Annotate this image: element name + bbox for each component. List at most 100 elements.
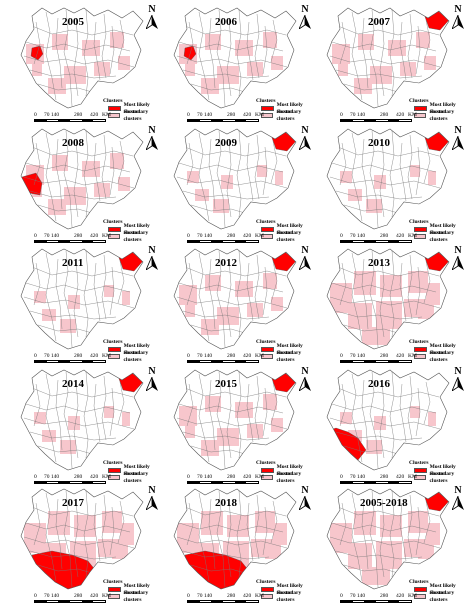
panel-year: 2005-2018 bbox=[360, 497, 408, 509]
legend-most-likely: Most likely cluster bbox=[414, 102, 468, 115]
most-likely-swatch bbox=[108, 227, 121, 232]
county-boundary bbox=[337, 506, 440, 517]
legend-secondary-label: Secondary clusters bbox=[276, 349, 302, 363]
secondary-cluster-region bbox=[255, 511, 275, 533]
north-arrow-icon: N bbox=[145, 246, 159, 271]
province-map bbox=[20, 128, 144, 230]
county-boundary bbox=[93, 142, 101, 202]
county-boundary bbox=[337, 387, 440, 398]
secondary-cluster-region bbox=[354, 78, 372, 94]
legend-secondary: Secondary clusters bbox=[261, 590, 315, 603]
county-boundary bbox=[178, 403, 284, 414]
secondary-cluster-region bbox=[330, 283, 352, 313]
county-boundary bbox=[270, 140, 278, 184]
scale-bar: 0 70 140 280 420 KM bbox=[34, 474, 111, 484]
north-label: N bbox=[148, 4, 156, 15]
secondary-cluster-region bbox=[52, 155, 68, 171]
secondary-cluster-region bbox=[354, 511, 376, 535]
secondary-cluster-region bbox=[271, 418, 283, 432]
secondary-cluster-region bbox=[257, 165, 267, 177]
legend: Clusters Most likely cluster Secondary c… bbox=[409, 579, 468, 603]
secondary-cluster-region bbox=[338, 62, 348, 76]
province-map bbox=[173, 248, 297, 350]
legend-most-likely: Most likely cluster bbox=[261, 464, 315, 477]
legend-secondary: Secondary clusters bbox=[414, 350, 468, 363]
secondary-cluster-region bbox=[185, 303, 195, 317]
county-boundary bbox=[236, 371, 242, 459]
county-boundary bbox=[29, 431, 117, 441]
secondary-cluster-region bbox=[410, 406, 420, 418]
legend-most-likely-label: Most likely cluster bbox=[123, 342, 150, 356]
scale-tick-label: 70 140 bbox=[197, 112, 213, 118]
county-boundary bbox=[184, 506, 287, 517]
secondary-cluster-region bbox=[247, 303, 263, 317]
scale-unit-label: KM bbox=[102, 353, 111, 359]
county-boundary bbox=[415, 25, 421, 75]
secondary-cluster-region bbox=[48, 199, 66, 215]
secondary-cluster-region bbox=[94, 183, 110, 197]
county-boundary bbox=[343, 83, 399, 93]
secondary-cluster-region bbox=[201, 440, 219, 456]
most-likely-swatch bbox=[414, 347, 427, 352]
county-boundary bbox=[33, 262, 41, 306]
legend-secondary-label: Secondary clusters bbox=[429, 349, 455, 363]
county-boundary bbox=[117, 19, 125, 63]
scale-tick-label: 70 140 bbox=[350, 474, 366, 480]
county-boundary bbox=[415, 506, 421, 556]
county-boundary bbox=[262, 387, 268, 437]
county-boundary bbox=[33, 383, 41, 427]
scale-tick-label: 420 bbox=[396, 474, 405, 480]
province-map bbox=[20, 488, 144, 590]
scale-tick-label: 280 bbox=[227, 353, 236, 359]
scale-tick-label: 420 bbox=[90, 353, 99, 359]
legend: Clusters Most likely cluster Secondary c… bbox=[103, 339, 162, 363]
county-boundary bbox=[186, 383, 194, 427]
province-map bbox=[20, 7, 144, 109]
county-boundary bbox=[93, 262, 101, 322]
north-label: N bbox=[454, 245, 462, 256]
county-boundary bbox=[216, 490, 226, 588]
county-boundary bbox=[254, 134, 260, 200]
scale-tick-label: 0 bbox=[34, 593, 37, 599]
secondary-cluster-region bbox=[205, 396, 221, 412]
secondary-cluster-region bbox=[235, 281, 253, 297]
county-boundary bbox=[399, 383, 407, 443]
legend: Clusters Most likely cluster Secondary c… bbox=[103, 460, 162, 484]
secondary-cluster-region bbox=[332, 44, 350, 64]
secondary-cluster-region bbox=[247, 62, 263, 76]
legend-most-likely: Most likely cluster bbox=[261, 223, 315, 236]
county-boundary bbox=[31, 25, 134, 36]
county-boundary bbox=[93, 502, 101, 562]
secondary-cluster-region bbox=[408, 511, 428, 533]
scale-tick-label: 70 140 bbox=[44, 353, 60, 359]
legend-title: Clusters bbox=[103, 579, 123, 585]
scale-tick-label: 70 140 bbox=[350, 353, 366, 359]
secondary-cluster-region bbox=[185, 62, 195, 76]
province-outline bbox=[173, 369, 297, 471]
legend-secondary: Secondary clusters bbox=[414, 109, 468, 122]
secondary-cluster-region bbox=[48, 511, 70, 535]
county-boundary bbox=[351, 373, 363, 463]
legend-most-likely: Most likely cluster bbox=[414, 464, 468, 477]
province-outline bbox=[326, 488, 450, 590]
scale-tick-label: 0 bbox=[34, 474, 37, 480]
legend-most-likely: Most likely cluster bbox=[108, 343, 162, 356]
county-boundary bbox=[186, 502, 194, 546]
most-likely-cluster-region bbox=[183, 45, 197, 61]
secondary-cluster-region bbox=[428, 412, 436, 426]
secondary-cluster-region bbox=[112, 545, 128, 559]
county-boundary bbox=[415, 387, 421, 437]
county-boundary bbox=[369, 250, 379, 348]
scale-tick-label: 0 bbox=[187, 353, 190, 359]
secondary-cluster-region bbox=[235, 40, 253, 56]
scale-tick-label: 420 bbox=[243, 233, 252, 239]
legend-secondary: Secondary clusters bbox=[108, 471, 162, 484]
county-boundary bbox=[83, 130, 89, 218]
north-label: N bbox=[454, 366, 462, 377]
county-boundary bbox=[389, 371, 395, 459]
scale-unit-label: KM bbox=[408, 474, 417, 480]
secondary-cluster-region bbox=[24, 523, 46, 553]
legend-most-likely-label: Most likely cluster bbox=[429, 101, 456, 115]
map-panel: 2005 N Clusters Most likely cluster Seco… bbox=[12, 4, 162, 122]
north-arrow-icon: N bbox=[298, 126, 312, 151]
